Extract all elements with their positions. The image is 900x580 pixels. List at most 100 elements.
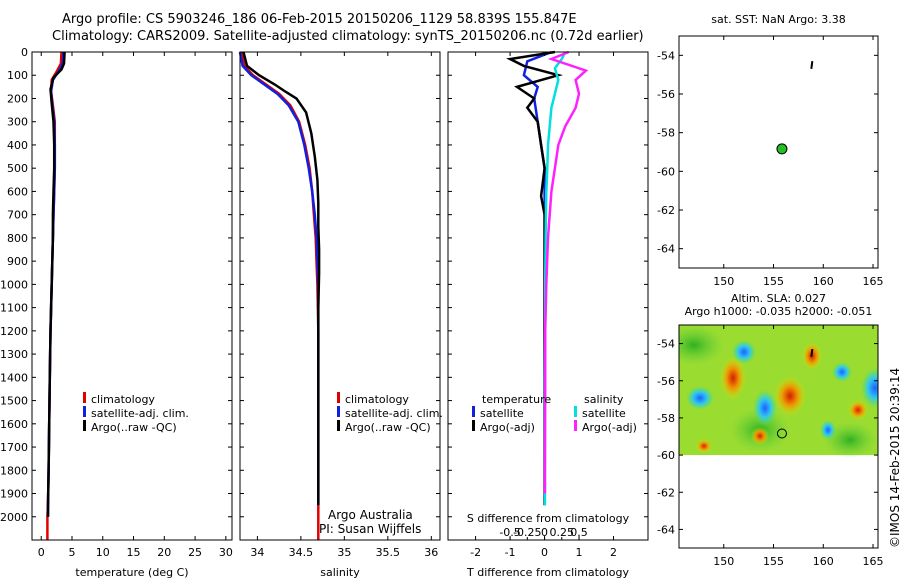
sla-anomaly-blob (774, 376, 806, 416)
watermark: ©IMOS 14-Feb-2015 20:39:14 (888, 367, 900, 548)
depth-tick-label: 1500 (0, 395, 28, 408)
difference-legend-label: satellite (582, 407, 626, 420)
credit-org: Argo Australia (328, 508, 413, 522)
sst_map-ytick-label: -56 (657, 88, 675, 101)
sla_map-ytick-label: -62 (657, 486, 675, 499)
difference-legend-swatch (472, 406, 475, 417)
sla-title-line-2: Argo h1000: -0.035 h2000: -0.051 (685, 305, 873, 318)
sst-map-title: sat. SST: NaN Argo: 3.38 (711, 13, 845, 26)
depth-tick-label: 2000 (0, 511, 28, 524)
difference-series-2-line (543, 51, 567, 506)
depth-tick-label: 900 (7, 255, 28, 268)
temperature-xlabel: temperature (deg C) (75, 566, 188, 579)
sal-diff-tick-label: 0.25 (550, 526, 575, 539)
salinity-legend-swatch (337, 406, 340, 417)
header-line-1: Argo profile: CS 5903246_186 06-Feb-2015… (62, 12, 577, 27)
sla-anomaly-blob (848, 400, 868, 420)
sst_map-ytick-label: -54 (657, 49, 675, 62)
difference-xtick-label: 2 (610, 546, 617, 559)
sla-anomaly-blob (686, 386, 714, 410)
sla-anomaly-blob (861, 368, 878, 408)
temperature-legend-label: climatology (91, 393, 155, 406)
sst_map-ytick-label: -60 (657, 165, 675, 178)
salinity-xtick-label: 35 (337, 546, 351, 559)
salinity-xtick-label: 36 (424, 546, 438, 559)
land-mark-icon (810, 349, 814, 357)
temperature-xtick-label: 30 (219, 546, 233, 559)
sst_map-xtick-label: 160 (813, 275, 834, 288)
depth-tick-label: 1700 (0, 441, 28, 454)
difference-xtick-label: 0 (541, 546, 548, 559)
depth-tick-label: 400 (7, 139, 28, 152)
difference-xtick-label: -1 (505, 546, 516, 559)
sal-diff-axis-label: S difference from climatology (467, 512, 630, 525)
sla-anomaly-blob (696, 439, 712, 453)
difference-legend-header-temperature: temperature (482, 393, 551, 406)
depth-tick-label: 1000 (0, 278, 28, 291)
depth-tick-label: 300 (7, 116, 28, 129)
salinity-legend-label: climatology (345, 393, 409, 406)
sst_map-xtick-label: 155 (763, 275, 784, 288)
salinity-series-0-line (240, 51, 320, 540)
temperature-legend-swatch (83, 392, 86, 403)
depth-tick-label: 0 (21, 46, 28, 59)
sla-anomaly-blob (751, 427, 769, 445)
depth-tick-label: 1400 (0, 371, 28, 384)
depth-tick-label: 200 (7, 92, 28, 105)
salinity-series-1-line (238, 51, 320, 506)
sla_map-xtick-label: 150 (713, 555, 734, 568)
salinity-xtick-label: 34.5 (289, 546, 314, 559)
difference-legend-swatch (574, 420, 577, 431)
difference-legend-label: satellite (480, 407, 524, 420)
sla-heatmap-field (679, 325, 878, 458)
difference-legend-swatch (472, 420, 475, 431)
salinity-legend-swatch (337, 392, 340, 403)
sst_map-xtick-label: 165 (863, 275, 884, 288)
difference-legend-header-salinity: salinity (584, 393, 624, 406)
sal-diff-tick-label: -0.5 (499, 526, 520, 539)
sla_map-xtick-label: 155 (763, 555, 784, 568)
salinity-legend-label: satellite-adj. clim. (345, 407, 443, 420)
temperature-xtick-label: 25 (188, 546, 202, 559)
temperature-xtick-label: 10 (96, 546, 110, 559)
temperature-legend-swatch (83, 406, 86, 417)
sla-anomaly-blob (720, 356, 746, 400)
sla-anomaly-blob (820, 420, 836, 440)
difference-legend-swatch (574, 406, 577, 417)
temperature-xtick-label: 0 (38, 546, 45, 559)
sst_map-ytick-label: -58 (657, 127, 675, 140)
depth-tick-label: 1200 (0, 325, 28, 338)
sal-diff-tick-label: 0.5 (570, 526, 588, 539)
credit-pi: PI: Susan Wijffels (319, 522, 422, 536)
sla_map-ytick-label: -56 (657, 375, 675, 388)
temperature-legend-label: Argo(..raw -QC) (91, 421, 177, 434)
salinity-series-2-line (242, 51, 321, 506)
temperature-series-2-line (46, 51, 66, 517)
difference-xtick-label: 1 (576, 546, 583, 559)
depth-tick-label: 800 (7, 232, 28, 245)
sal-diff-tick-label: -0.25 (513, 526, 541, 539)
sla_map-ytick-label: -64 (657, 523, 675, 536)
salinity-legend-swatch (337, 420, 340, 431)
sla_map-ytick-label: -58 (657, 412, 675, 425)
sst_map-xtick-label: 150 (713, 275, 734, 288)
salinity-plot-frame (239, 51, 441, 541)
temperature-legend-label: satellite-adj. clim. (91, 407, 189, 420)
depth-tick-label: 1800 (0, 464, 28, 477)
sst_map-ytick-label: -64 (657, 243, 675, 256)
land-mark-icon (810, 61, 814, 69)
sla-anomaly-blob (679, 325, 724, 365)
temperature-plot-frame (31, 51, 233, 541)
salinity-legend-label: Argo(..raw -QC) (345, 421, 431, 434)
depth-tick-label: 100 (7, 69, 28, 82)
temperature-xtick-label: 5 (69, 546, 76, 559)
float-position-marker (776, 428, 787, 439)
depth-tick-label: 1100 (0, 302, 28, 315)
sal-diff-tick-label: 0 (541, 526, 548, 539)
sla_map-ytick-label: -60 (657, 449, 675, 462)
sla-title-line-1: Altim. SLA: 0.027 (731, 292, 826, 305)
difference-xtick-label: -2 (470, 546, 481, 559)
depth-tick-label: 1600 (0, 418, 28, 431)
salinity-xtick-label: 34 (250, 546, 264, 559)
sla-anomaly-blob (753, 390, 777, 426)
